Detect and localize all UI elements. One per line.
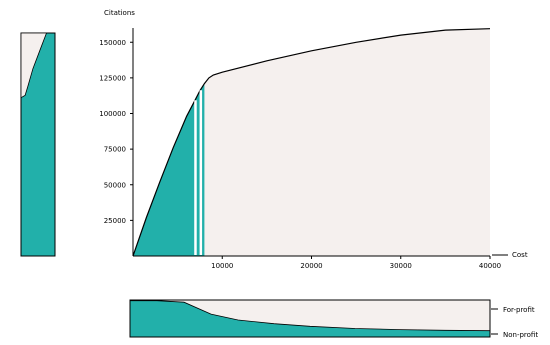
x-tick-label: 40000 <box>479 262 501 270</box>
y-tick-label: 75000 <box>104 146 126 154</box>
chart-background-area <box>133 28 490 257</box>
x-tick-label: 10000 <box>211 262 233 270</box>
y-tick-label: 150000 <box>99 39 126 47</box>
filled-area <box>133 83 205 256</box>
bottom-panel: For-profit Non-profit <box>129 299 538 339</box>
y-tick-label: 100000 <box>99 110 126 118</box>
x-axis-label: Cost <box>512 251 528 259</box>
bottom-panel-frame <box>129 299 491 338</box>
y-tick-label: 50000 <box>104 181 126 189</box>
cumulative-curve <box>132 28 491 257</box>
non-profit-area <box>130 300 490 337</box>
non-profit-boundary-line <box>130 300 491 332</box>
x-axis-ticks: 10000 20000 30000 40000 <box>211 256 501 270</box>
main-chart: 25000 50000 75000 100000 125000 150000 10000 2… <box>99 9 528 270</box>
x-tick-label: 30000 <box>390 262 412 270</box>
side-panel-unfilled-area <box>20 32 48 256</box>
y-axis-label: Citations <box>104 9 135 17</box>
y-axis-ticks: 25000 50000 75000 100000 125000 150000 <box>99 39 133 225</box>
x-tick-label: 20000 <box>300 262 322 270</box>
side-panel <box>20 32 56 257</box>
y-tick-label: 25000 <box>104 217 126 225</box>
legend-for-profit: For-profit <box>503 306 535 314</box>
legend-non-profit: Non-profit <box>503 331 538 339</box>
y-tick-label: 125000 <box>99 74 126 82</box>
marker-lines <box>194 90 203 255</box>
